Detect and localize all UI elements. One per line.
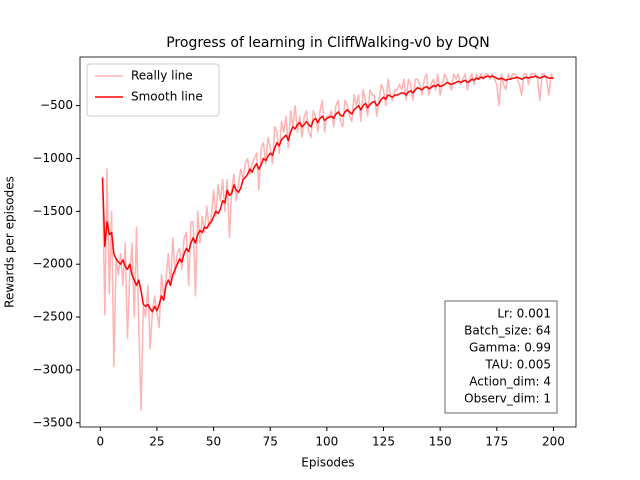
- plot-frame: [79, 56, 577, 428]
- x-tick-label: 75: [263, 435, 278, 449]
- x-tick-label: 125: [372, 435, 395, 449]
- annotation-text: Observ_dim: 1: [464, 392, 551, 406]
- annotation-text: Gamma: 0.99: [469, 341, 551, 355]
- x-tick-label: 150: [429, 435, 452, 449]
- legend-box: [86, 63, 220, 117]
- annotation-text: Action_dim: 4: [469, 375, 551, 389]
- x-tick-label: 200: [542, 435, 565, 449]
- y-tick-label: −1000: [32, 151, 73, 165]
- annotation-text: TAU: 0.005: [484, 358, 551, 372]
- y-tick-label: −3000: [32, 362, 73, 376]
- legend-label: Smooth line: [131, 90, 203, 104]
- y-tick-label: −3500: [32, 415, 73, 429]
- chart-title: Progress of learning in CliffWalking-v0 …: [166, 35, 490, 51]
- x-axis-label: Episodes: [301, 456, 354, 470]
- line-series: [101, 75, 554, 313]
- y-tick-label: −2000: [32, 257, 73, 271]
- y-tick-label: −1500: [32, 204, 73, 218]
- x-tick-label: 0: [96, 435, 104, 449]
- x-tick-label: 25: [149, 435, 164, 449]
- annotation-box: [444, 300, 558, 414]
- y-axis-label: Rewards per episodes: [3, 176, 17, 308]
- x-tick-label: 50: [206, 435, 221, 449]
- x-tick-label: 100: [315, 435, 338, 449]
- y-tick-label: −500: [40, 98, 73, 112]
- annotation-text: Lr: 0.001: [497, 307, 551, 321]
- y-tick-label: −2500: [32, 310, 73, 324]
- legend-label: Really line: [131, 69, 193, 83]
- x-tick-label: 175: [485, 435, 508, 449]
- annotation-text: Batch_size: 64: [464, 324, 551, 338]
